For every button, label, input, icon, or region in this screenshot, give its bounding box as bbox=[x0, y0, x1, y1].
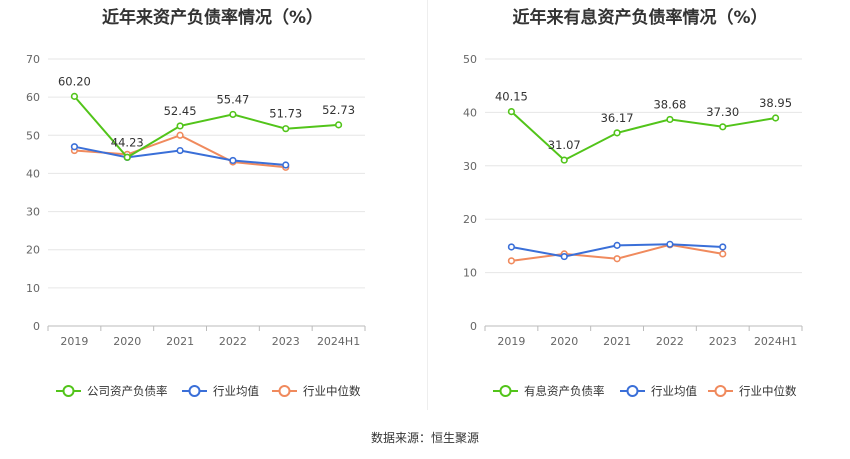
data-point[interactable] bbox=[70, 143, 79, 151]
data-label: 52.45 bbox=[164, 104, 197, 118]
data-point[interactable] bbox=[613, 255, 621, 263]
y-tick-label: 10 bbox=[463, 267, 477, 280]
data-point[interactable] bbox=[176, 122, 184, 130]
y-tick-label: 30 bbox=[26, 206, 40, 219]
y-tick-label: 60 bbox=[26, 91, 40, 104]
legend-item[interactable]: 公司资产负债率 bbox=[56, 384, 168, 398]
legend-item[interactable]: 行业均值 bbox=[620, 384, 697, 398]
data-point[interactable] bbox=[176, 131, 184, 139]
data-label: 38.95 bbox=[759, 96, 792, 110]
data-label: 40.15 bbox=[495, 90, 528, 104]
data-point[interactable] bbox=[282, 161, 290, 169]
legend-item[interactable]: 行业中位数 bbox=[708, 384, 797, 398]
legend-label: 行业中位数 bbox=[739, 384, 797, 398]
legend-item[interactable]: 有息资产负债率 bbox=[493, 384, 605, 398]
series-line bbox=[73, 95, 339, 159]
y-tick-label: 0 bbox=[470, 320, 477, 333]
data-point[interactable] bbox=[507, 257, 516, 265]
chart-svg-debt-ratio: 0 10 20 30 40 50 60 70 2019 2020 2021 2022 2023 2024H… bbox=[26, 53, 366, 398]
data-point[interactable] bbox=[771, 114, 780, 122]
data-label: 55.47 bbox=[216, 92, 249, 106]
legend-item[interactable]: 行业中位数 bbox=[272, 384, 361, 398]
x-tick-label: 2022 bbox=[656, 335, 684, 348]
data-source-note: 数据来源：恒生聚源 bbox=[370, 431, 479, 445]
y-tick-label: 20 bbox=[463, 213, 477, 226]
data-point[interactable] bbox=[666, 240, 674, 248]
data-point[interactable] bbox=[719, 250, 727, 258]
data-label: 51.73 bbox=[269, 107, 302, 121]
x-tick-label: 2019 bbox=[497, 335, 525, 348]
legend-label: 有息资产负债率 bbox=[524, 384, 605, 398]
data-point[interactable] bbox=[507, 107, 516, 116]
legend-label: 行业均值 bbox=[651, 384, 697, 398]
legend-label: 行业均值 bbox=[213, 384, 259, 398]
y-tick-label: 10 bbox=[26, 282, 40, 295]
x-tick-label: 2023 bbox=[272, 335, 300, 348]
panel-divider bbox=[427, 0, 428, 410]
chart-title: 近年来有息资产负债率情况（%） bbox=[512, 8, 768, 28]
y-tick-label: 50 bbox=[463, 53, 477, 66]
legend-marker bbox=[188, 385, 201, 397]
x-tick-label: 2020 bbox=[550, 335, 578, 348]
x-tick-label: 2021 bbox=[166, 335, 194, 348]
y-tick-label: 30 bbox=[463, 160, 477, 173]
legend-marker bbox=[278, 385, 291, 397]
legend-marker bbox=[626, 385, 639, 397]
x-tick-label: 2022 bbox=[219, 335, 247, 348]
data-label: 36.17 bbox=[601, 111, 634, 125]
data-label: 37.30 bbox=[706, 105, 739, 119]
legend-item[interactable]: 行业均值 bbox=[182, 384, 259, 398]
chart-svg-interest-debt-ratio: 0 10 20 30 40 50 2019 2020 2021 2022 2023 2024H1 40.… bbox=[463, 53, 803, 398]
data-label: 52.73 bbox=[322, 103, 355, 117]
data-point[interactable] bbox=[560, 156, 568, 164]
data-point[interactable] bbox=[719, 123, 727, 131]
y-tick-label: 70 bbox=[26, 53, 40, 66]
y-tick-label: 40 bbox=[26, 167, 40, 180]
x-tick-label: 2021 bbox=[603, 335, 631, 348]
x-tick-label: 2020 bbox=[113, 335, 141, 348]
legend-label: 行业中位数 bbox=[303, 384, 361, 398]
data-point[interactable] bbox=[229, 156, 237, 165]
x-tick-label: 2024H1 bbox=[754, 335, 797, 348]
legend-marker bbox=[62, 385, 75, 397]
data-point[interactable] bbox=[613, 241, 621, 249]
x-tick-label: 2019 bbox=[60, 335, 88, 348]
data-label: 60.20 bbox=[58, 74, 91, 88]
series-line bbox=[510, 110, 776, 162]
y-tick-label: 20 bbox=[26, 244, 40, 257]
data-point[interactable] bbox=[229, 110, 237, 119]
data-point[interactable] bbox=[176, 146, 184, 155]
data-point[interactable] bbox=[613, 129, 621, 137]
chart-title: 近年来资产负债率情况（%） bbox=[101, 8, 324, 28]
data-label: 31.07 bbox=[548, 138, 581, 152]
data-point[interactable] bbox=[70, 92, 79, 100]
data-point[interactable] bbox=[334, 121, 343, 129]
data-point[interactable] bbox=[719, 243, 727, 251]
x-tick-label: 2024H1 bbox=[317, 335, 360, 348]
data-point[interactable] bbox=[507, 243, 516, 251]
y-tick-label: 0 bbox=[33, 320, 40, 333]
data-point[interactable] bbox=[560, 252, 568, 261]
legend-marker bbox=[714, 385, 727, 397]
data-label: 38.68 bbox=[653, 97, 686, 111]
x-tick-label: 2023 bbox=[709, 335, 737, 348]
data-label: 44.23 bbox=[111, 135, 144, 149]
chart-panel-debt-ratio: 近年来资产负债率情况（%） 0 10 20 30 40 50 60 70 2019 2020 202… bbox=[0, 0, 425, 410]
chart-panel-interest-debt-ratio: 近年来有息资产负债率情况（%） 0 10 20 30 40 50 2019 2020 2021 2… bbox=[430, 0, 850, 410]
data-point[interactable] bbox=[282, 125, 290, 133]
y-tick-label: 50 bbox=[26, 129, 40, 142]
y-tick-label: 40 bbox=[463, 106, 477, 119]
data-point[interactable] bbox=[666, 115, 674, 124]
legend-marker bbox=[499, 385, 512, 397]
data-point[interactable] bbox=[123, 153, 131, 161]
legend-label: 公司资产负债率 bbox=[87, 384, 168, 398]
